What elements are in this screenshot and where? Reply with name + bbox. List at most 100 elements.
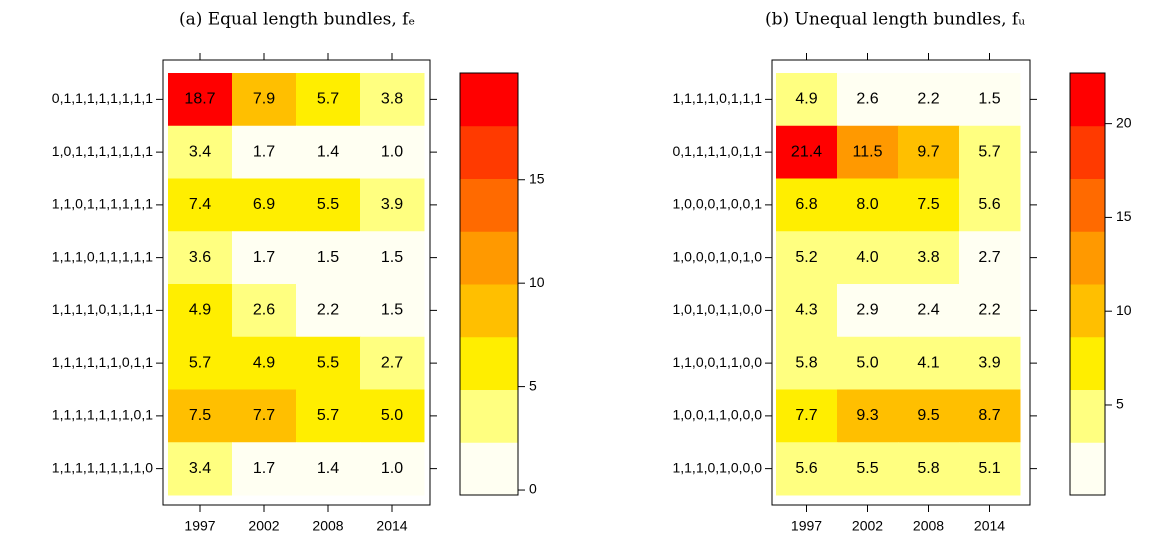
cell-label: 5.1 xyxy=(978,460,1000,477)
colorbar-bin xyxy=(1070,442,1105,496)
colorbar-bin xyxy=(460,73,518,127)
cell-label: 5.0 xyxy=(381,407,403,424)
cell-label: 7.5 xyxy=(917,196,939,213)
colorbar-frame xyxy=(459,72,519,496)
colorbar-bin xyxy=(1070,389,1105,443)
cell-label: 21.4 xyxy=(791,143,822,160)
heatmap-cell xyxy=(360,73,425,127)
cell-label: 2.6 xyxy=(253,302,275,319)
cell-label: 1.7 xyxy=(253,460,275,477)
heatmap-cell xyxy=(837,125,899,179)
heatmap-cell xyxy=(360,125,425,179)
cell-label: 2.2 xyxy=(317,302,339,319)
heatmap-cell xyxy=(296,73,361,127)
cell-label: 1.4 xyxy=(317,460,339,477)
cell-label: 5.7 xyxy=(317,91,339,108)
heatmap-cell xyxy=(837,178,899,232)
heatmap-cell xyxy=(959,336,1021,390)
colorbar-tick-label: 10 xyxy=(529,274,545,290)
heatmap-cell xyxy=(837,284,899,338)
y-tick-label: 0,1,1,1,1,1,1,1,1 xyxy=(52,90,153,106)
cell-label: 4.9 xyxy=(795,91,817,108)
cell-label: 2.7 xyxy=(978,249,1000,266)
heatmap-cell xyxy=(776,284,838,338)
cell-label: 9.3 xyxy=(856,407,878,424)
y-tick-label: 1,1,0,1,1,1,1,1,1 xyxy=(52,196,153,212)
heatmap-cell xyxy=(168,231,233,285)
heatmap-cell xyxy=(837,73,899,127)
cell-label: 1.7 xyxy=(253,143,275,160)
heatmap-cell xyxy=(232,178,297,232)
heatmap-cell xyxy=(776,389,838,443)
x-tick-label: 2002 xyxy=(852,518,883,534)
heatmap-cell xyxy=(837,336,899,390)
heatmap-cell xyxy=(296,178,361,232)
heatmap-cell xyxy=(296,389,361,443)
heatmap-cell xyxy=(296,125,361,179)
cell-label: 9.7 xyxy=(917,143,939,160)
colorbar-tick-label: 0 xyxy=(529,481,537,497)
cell-label: 3.8 xyxy=(381,91,403,108)
heatmap-cell xyxy=(232,442,297,496)
heatmap-cell xyxy=(776,125,838,179)
cell-label: 7.4 xyxy=(189,196,211,213)
x-tick-label: 2014 xyxy=(974,518,1005,534)
cell-label: 2.7 xyxy=(381,354,403,371)
colorbar-bin xyxy=(460,442,518,496)
cell-label: 18.7 xyxy=(184,91,215,108)
cell-label: 5.8 xyxy=(917,460,939,477)
y-tick-label: 1,0,1,0,1,1,0,0 xyxy=(672,301,762,317)
heatmap-cell xyxy=(296,336,361,390)
heatmap-cell xyxy=(168,73,233,127)
cell-label: 3.9 xyxy=(978,354,1000,371)
x-tick-label: 1997 xyxy=(184,518,215,534)
cell-label: 5.5 xyxy=(856,460,878,477)
colorbar-bin xyxy=(460,178,518,232)
colorbar-bin xyxy=(460,125,518,179)
cell-label: 11.5 xyxy=(853,143,883,160)
heatmap-cell xyxy=(898,442,960,496)
heatmap-cell xyxy=(168,284,233,338)
y-tick-label: 1,1,1,1,1,1,1,1,0 xyxy=(52,459,153,475)
cell-label: 1.7 xyxy=(253,249,275,266)
colorbar-frame xyxy=(1069,72,1106,496)
heatmap-cell xyxy=(360,336,425,390)
cell-label: 2.9 xyxy=(856,302,878,319)
heatmap-cell xyxy=(360,231,425,285)
y-tick-label: 1,1,1,0,1,0,0,0 xyxy=(672,459,762,475)
y-tick-label: 1,0,0,0,1,0,0,1 xyxy=(672,196,762,212)
colorbar-tick-label: 5 xyxy=(529,377,537,393)
colorbar-tick-label: 5 xyxy=(1116,396,1124,412)
x-tick-label: 1997 xyxy=(791,518,822,534)
heatmap-cell xyxy=(168,125,233,179)
heatmap-cell xyxy=(360,284,425,338)
heatmap-cell xyxy=(898,231,960,285)
heatmap-cell xyxy=(959,284,1021,338)
cell-label: 1.5 xyxy=(381,302,403,319)
heatmap-cell xyxy=(232,336,297,390)
cell-label: 5.2 xyxy=(795,249,817,266)
heatmap-cell xyxy=(837,389,899,443)
y-tick-label: 0,1,1,1,1,0,1,1 xyxy=(672,143,762,159)
cell-label: 1.4 xyxy=(317,143,339,160)
heatmap-cell xyxy=(296,284,361,338)
x-tick-label: 2008 xyxy=(913,518,944,534)
colorbar-bin xyxy=(1070,73,1105,127)
cell-label: 5.5 xyxy=(317,354,339,371)
cell-label: 3.6 xyxy=(189,249,211,266)
cell-label: 1.0 xyxy=(381,143,403,160)
heatmap-cell xyxy=(959,442,1021,496)
cell-label: 4.9 xyxy=(189,302,211,319)
heatmap-cell xyxy=(898,284,960,338)
heatmap-cell xyxy=(959,73,1021,127)
y-tick-label: 1,1,1,1,0,1,1,1,1 xyxy=(52,301,153,317)
colorbar-bin xyxy=(460,284,518,338)
heatmap-cell xyxy=(232,231,297,285)
cell-label: 5.7 xyxy=(978,143,1000,160)
cell-label: 7.7 xyxy=(795,407,817,424)
y-tick-label: 1,0,0,0,1,0,1,0 xyxy=(672,248,762,264)
colorbar-bin xyxy=(1070,178,1105,232)
colorbar-bin xyxy=(460,336,518,390)
plot-frame xyxy=(162,59,431,506)
